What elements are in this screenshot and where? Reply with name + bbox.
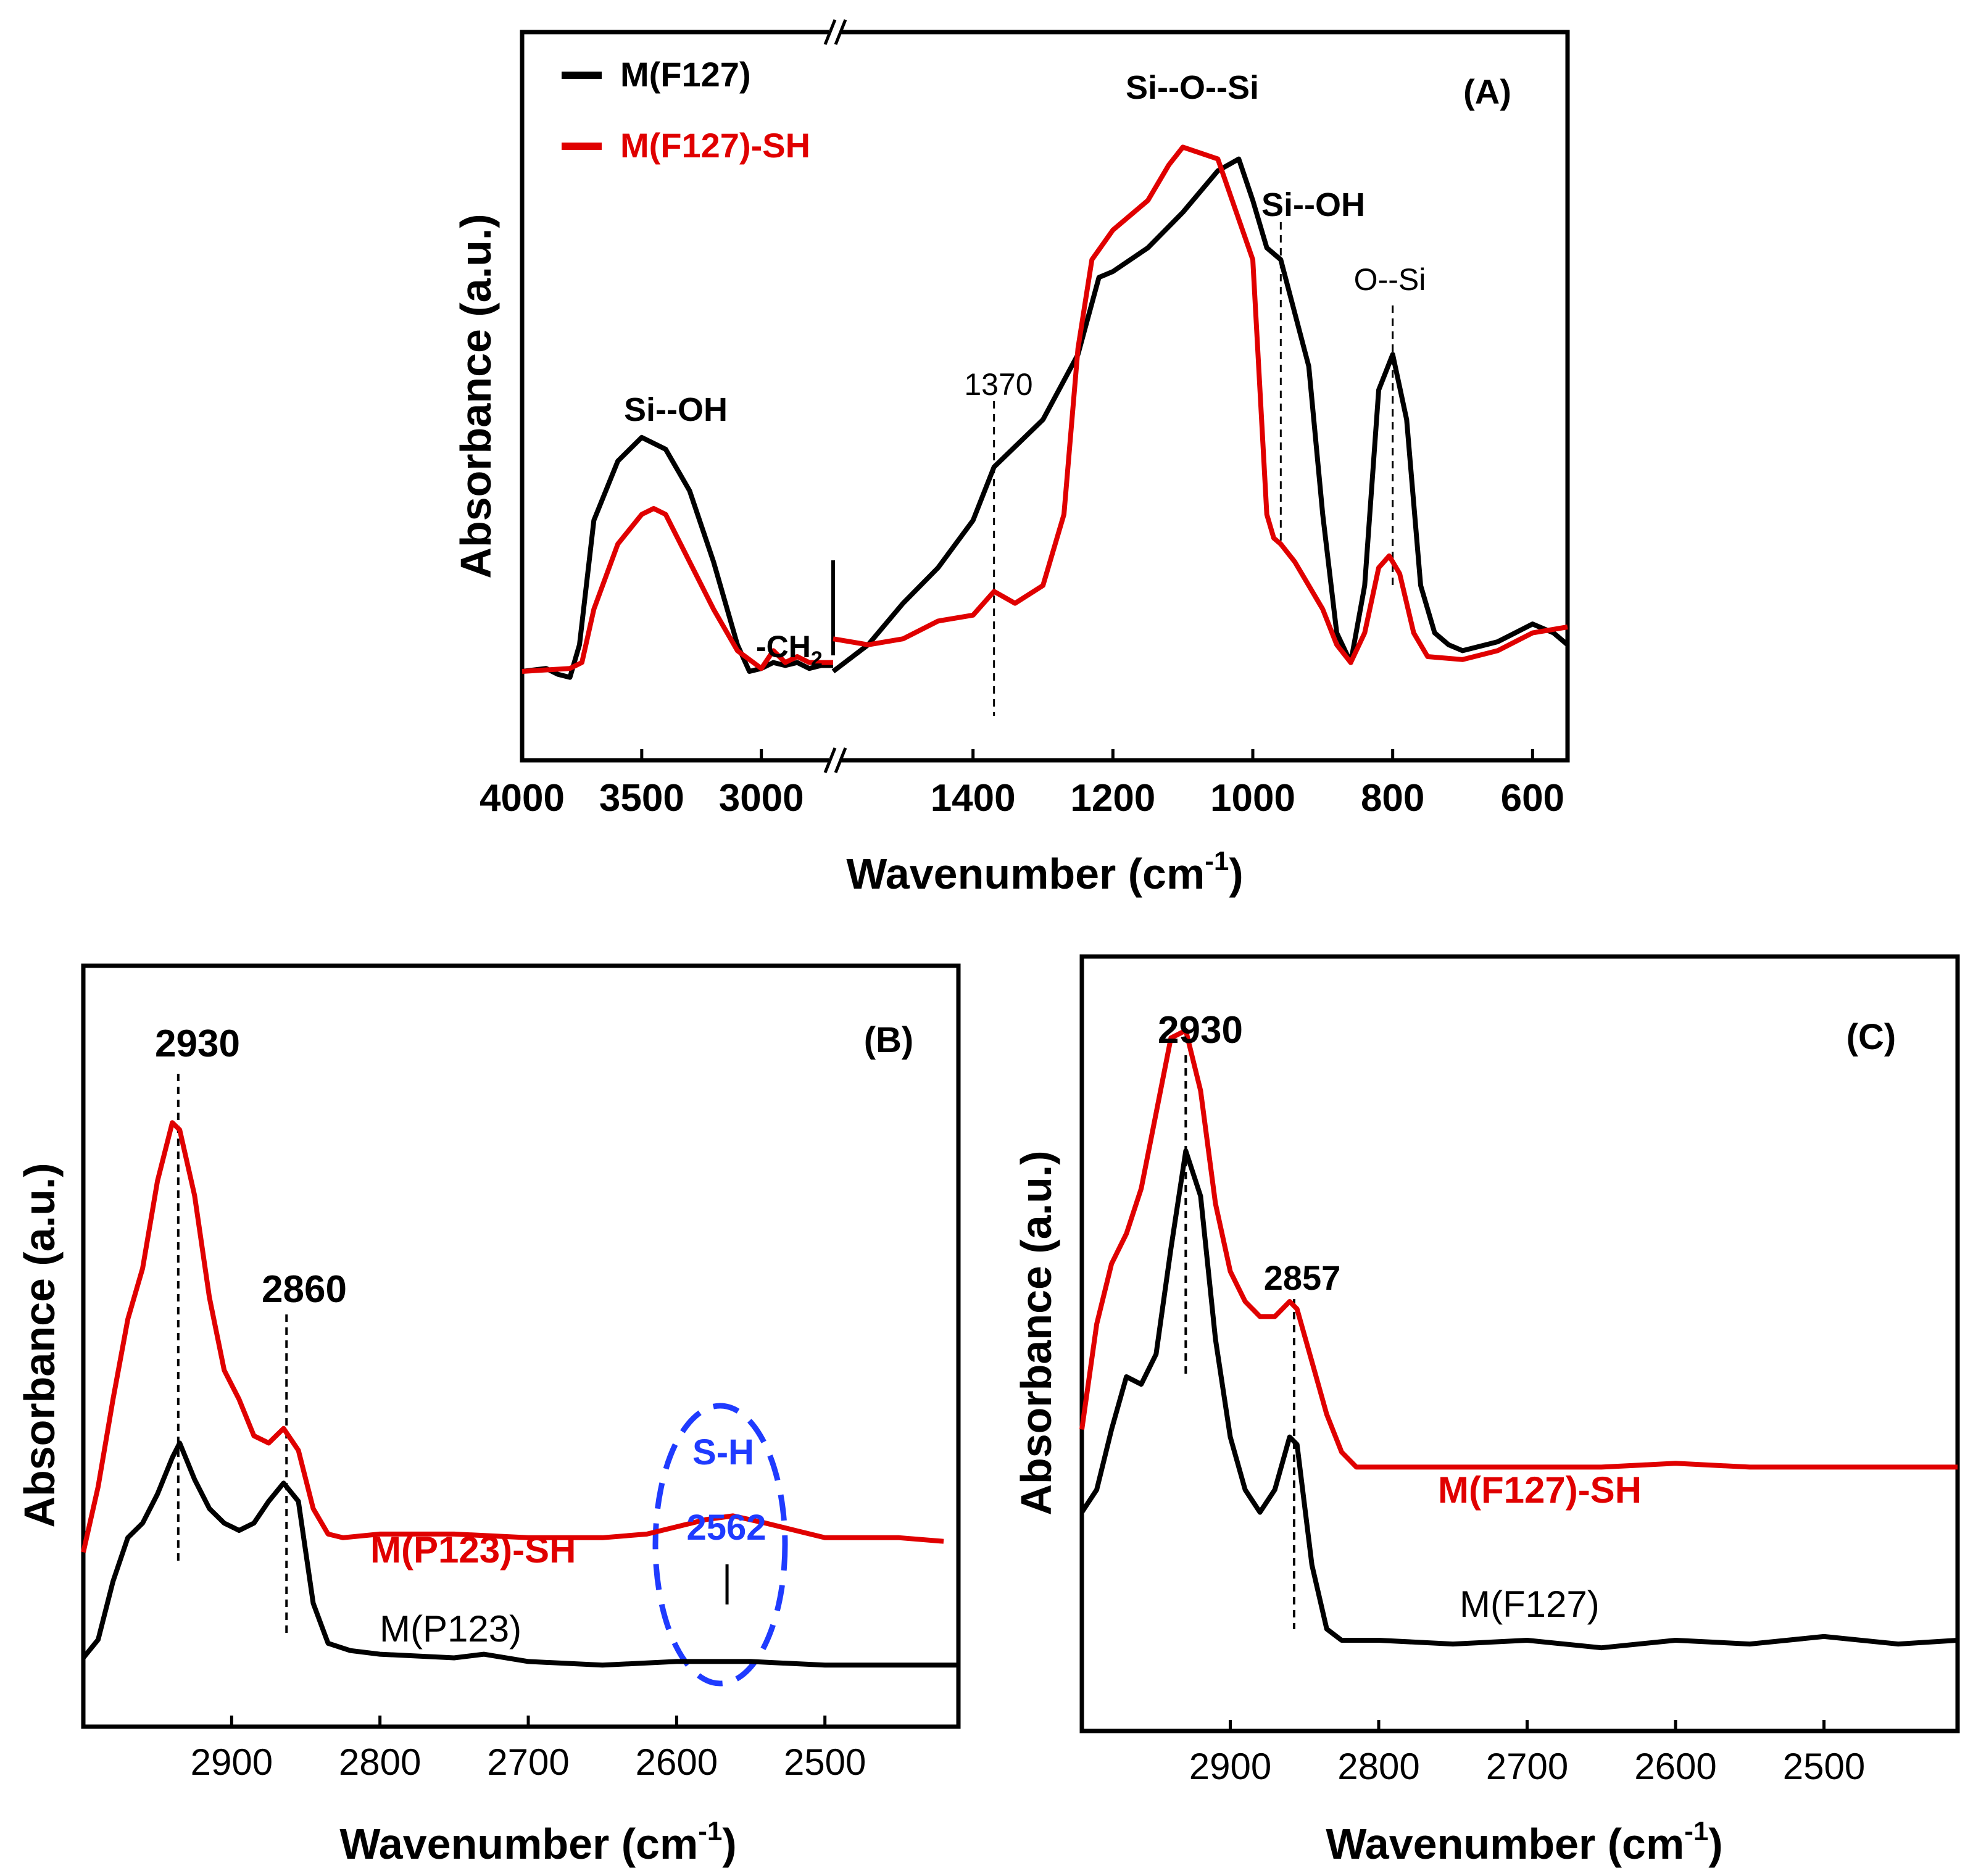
annotation-2562: 2562 — [686, 1508, 766, 1548]
x-tick-label-2700: 2700 — [1486, 1746, 1568, 1787]
panel-a-axis-break-slash — [823, 747, 837, 773]
panel-a-axis-break-slash — [834, 747, 847, 773]
x-tick-label-1000: 1000 — [1210, 777, 1295, 820]
panel-c-guide-lines — [1184, 1055, 1295, 1629]
x-tick-label-600: 600 — [1501, 777, 1564, 820]
series-label-m-f127: M(F127) — [1460, 1583, 1600, 1625]
x-tick-label-2700: 2700 — [487, 1741, 569, 1783]
panel-a-label: (A) — [1463, 72, 1511, 111]
annotation-2930-c: 2930 — [1158, 1009, 1243, 1052]
panel-a-axis-break-slash — [823, 19, 837, 45]
series-label-m-p123: M(P123) — [380, 1608, 521, 1650]
annotation-si-oh-3480: Si--OH — [624, 391, 728, 428]
x-tick-label-800: 800 — [1361, 777, 1424, 820]
panel-a-axis-break-slash — [834, 19, 847, 45]
x-tick-label-2800: 2800 — [1337, 1746, 1419, 1787]
panel-a-y-axis-label: Absorbance (a.u.) — [452, 214, 500, 578]
annotation-ch2-sub: 2 — [811, 647, 823, 671]
x-tick-label-4000: 4000 — [480, 777, 565, 820]
x-tick-label-2500: 2500 — [784, 1741, 866, 1783]
panel-a-x-axis-label-sup: -1 — [1205, 846, 1229, 876]
panel-a-x-axis-label-main: Wavenumber (cm — [846, 850, 1205, 898]
panel-b-x-axis-label: Wavenumber (cm-1) — [339, 1816, 736, 1868]
panel-b-series — [81, 1120, 958, 1668]
legend-label-m-f127-sh: M(F127)-SH — [620, 126, 810, 165]
series-line-m-p123-sh — [81, 1120, 944, 1553]
x-tick-label-2600: 2600 — [636, 1741, 718, 1783]
annotation-ch2: -CH2 — [756, 629, 823, 671]
panel-c-plot-frame — [1079, 954, 1960, 1733]
annotation-2860-b: 2860 — [262, 1268, 347, 1311]
panel-a-x-tick-labels: 4000 3500 3000 1400 1200 1000 800 600 — [480, 749, 1564, 820]
panel-c-label: (C) — [1846, 1017, 1896, 1057]
panel-b-x-tick-labels: 2900 2800 2700 2600 2500 — [191, 1716, 866, 1783]
x-tick-label-3500: 3500 — [599, 777, 684, 820]
panel-c-x-axis-label: Wavenumber (cm-1) — [1326, 1816, 1722, 1868]
series-line-m-f127 — [1079, 1148, 1958, 1651]
panel-a-guide-lines — [993, 222, 1394, 716]
panel-a-x-axis-label: Wavenumber (cm-1) — [846, 846, 1243, 898]
annotation-s-h: S-H — [692, 1432, 754, 1472]
x-tick-label-1400: 1400 — [931, 777, 1016, 820]
x-tick-label-1200: 1200 — [1070, 777, 1155, 820]
series-label-m-f127-sh: M(F127)-SH — [1438, 1469, 1642, 1511]
panel-b-guide-lines — [177, 1074, 729, 1635]
panel-c-x-tick-labels: 2900 2800 2700 2600 2500 — [1189, 1720, 1865, 1787]
annotation-si-oh-960: Si--OH — [1261, 186, 1365, 223]
x-tick-label-2900: 2900 — [1189, 1746, 1271, 1787]
x-tick-label-2800: 2800 — [339, 1741, 421, 1783]
legend-label-m-f127: M(F127) — [620, 55, 751, 94]
panel-b-y-axis-label: Absorbance (a.u.) — [15, 1163, 64, 1527]
annotation-2930-b: 2930 — [155, 1023, 240, 1065]
panel-a: 4000 3500 3000 1400 1200 1000 800 600 (A) M(F12… — [452, 19, 1570, 898]
panel-a-plot-frame — [520, 30, 1570, 763]
panel-c: 2900 2800 2700 2600 2500 (C) 2930 2857 M(F12… — [1012, 954, 1960, 1868]
annotation-2857-c: 2857 — [1264, 1258, 1341, 1297]
panel-a-series — [521, 144, 1569, 680]
series-line-m-f127-sh-seg1 — [521, 506, 833, 674]
panel-c-y-axis-label: Absorbance (a.u.) — [1012, 1150, 1060, 1515]
panel-c-x-axis-label-tail: ) — [1708, 1820, 1722, 1868]
series-line-m-f127-seg2 — [831, 156, 1569, 674]
series-line-m-p123 — [81, 1440, 958, 1668]
panel-b-x-axis-label-tail: ) — [722, 1820, 736, 1868]
panel-b-plot-frame — [81, 963, 961, 1729]
annotation-ch2-main: -CH — [756, 629, 811, 664]
x-tick-label-3000: 3000 — [719, 777, 804, 820]
panel-c-x-axis-label-main: Wavenumber (cm — [1326, 1820, 1684, 1868]
panel-b-x-axis-label-main: Wavenumber (cm — [339, 1820, 698, 1868]
x-tick-label-2600: 2600 — [1634, 1746, 1716, 1787]
annotation-si-o-si: Si--O--Si — [1126, 69, 1259, 106]
x-tick-label-2900: 2900 — [191, 1741, 273, 1783]
series-line-m-f127-sh-seg2 — [833, 144, 1568, 665]
series-label-m-p123-sh: M(P123)-SH — [370, 1529, 576, 1571]
panel-b-x-axis-label-sup: -1 — [698, 1816, 722, 1846]
annotation-o-si: O--Si — [1354, 262, 1426, 297]
series-line-m-f127-sh — [1079, 1027, 1958, 1470]
panel-c-series — [1079, 1027, 1958, 1651]
panel-a-x-axis-label-tail: ) — [1229, 850, 1243, 898]
series-line-m-f127-seg1 — [521, 434, 833, 680]
panel-b-label: (B) — [864, 1020, 914, 1060]
annotation-1370: 1370 — [964, 367, 1032, 402]
s-h-highlight-ellipse — [652, 1403, 788, 1687]
panel-b: 2900 2800 2700 2600 2500 (B) 2930 2860 S-H 2… — [15, 963, 961, 1868]
x-tick-label-2500: 2500 — [1783, 1746, 1865, 1787]
panel-c-x-axis-label-sup: -1 — [1684, 1816, 1708, 1846]
